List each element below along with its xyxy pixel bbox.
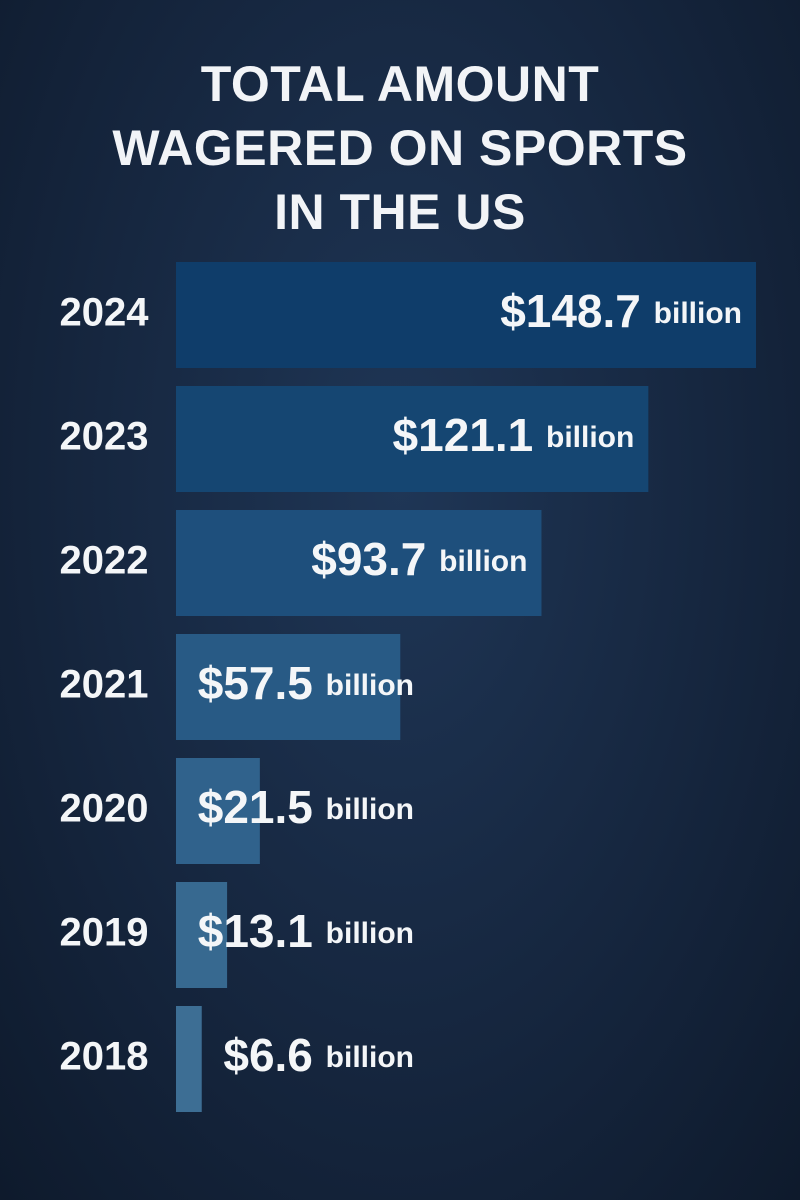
bar [176, 758, 260, 864]
category-label: 2022 [60, 539, 149, 583]
chart-title: TOTAL AMOUNT WAGERED ON SPORTS IN THE US [112, 56, 688, 240]
value-label: $21.5 billion [198, 781, 414, 833]
value-label: $121.1 billion [393, 409, 635, 461]
category-label: 2024 [60, 291, 150, 335]
category-label: 2021 [60, 663, 149, 707]
category-label: 2019 [60, 911, 149, 955]
value-label: $13.1 billion [198, 905, 414, 957]
value-label: $93.7 billion [311, 533, 527, 585]
bar [176, 386, 649, 492]
category-label: 2023 [60, 415, 149, 459]
category-label: 2018 [60, 1035, 149, 1079]
bar [176, 634, 401, 740]
value-label: $57.5 billion [198, 657, 414, 709]
bar [176, 510, 542, 616]
bar [176, 882, 228, 988]
value-label: $6.6 billion [223, 1029, 414, 1081]
bar [176, 262, 756, 368]
value-label: $148.7 billion [500, 285, 742, 337]
bar [176, 1006, 202, 1112]
category-label: 2020 [60, 787, 149, 831]
